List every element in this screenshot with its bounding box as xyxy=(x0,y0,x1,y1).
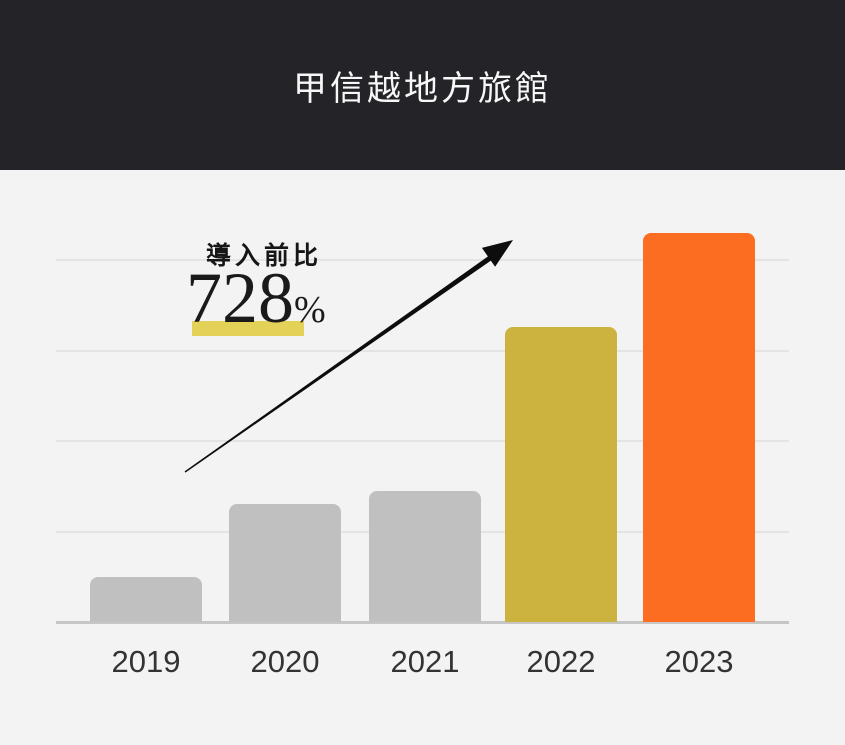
x-axis-label: 2021 xyxy=(390,644,460,679)
bar-2023 xyxy=(643,233,755,622)
x-axis-label: 2020 xyxy=(250,644,320,679)
x-axis-label: 2019 xyxy=(111,644,181,679)
annotation-percent-sign: % xyxy=(294,289,326,331)
x-axis-label: 2023 xyxy=(664,644,734,679)
bar-2021 xyxy=(369,491,481,622)
annotation-value: 728% xyxy=(186,262,326,334)
bar-2020 xyxy=(229,504,341,622)
annotation-number: 728 xyxy=(186,258,294,338)
x-axis-label: 2022 xyxy=(526,644,596,679)
page-title: 甲信越地方旅館 xyxy=(293,70,552,108)
bar-2019 xyxy=(90,577,202,622)
x-axis-line xyxy=(56,621,789,624)
bar-2022 xyxy=(505,327,617,622)
header-banner: 甲信越地方旅館 xyxy=(0,0,845,170)
